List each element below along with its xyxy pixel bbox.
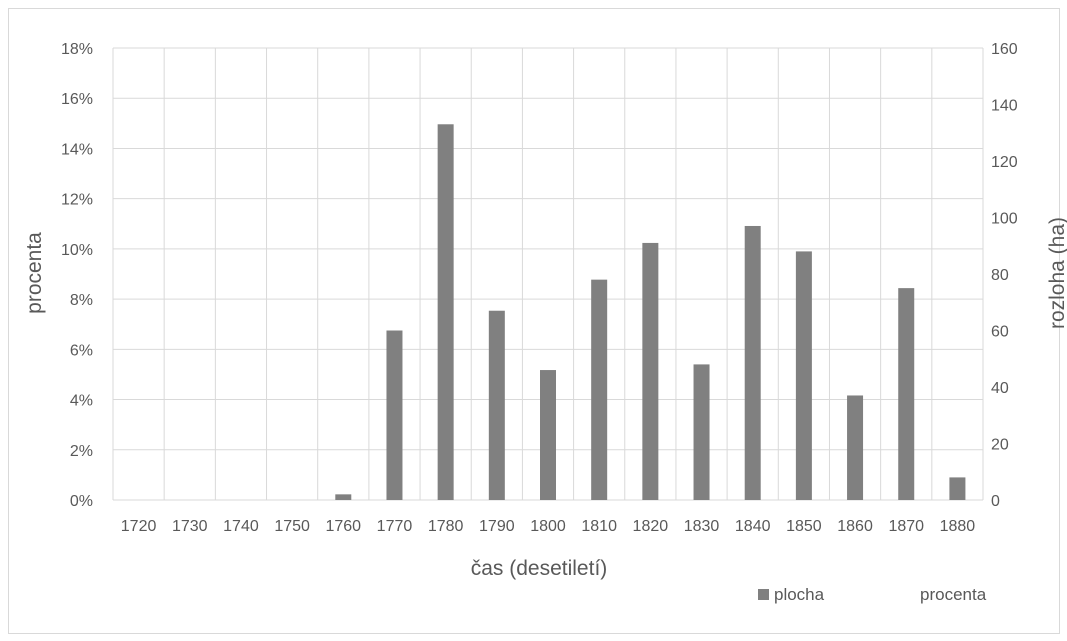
right-axis-ticks: 0 20 40 60 80 100 120 140 160 (991, 41, 1018, 510)
right-tick-label: 60 (991, 324, 1009, 341)
right-tick-label: 0 (991, 493, 1000, 510)
legend-swatch-plocha (758, 589, 769, 600)
right-tick-label: 120 (991, 154, 1018, 171)
left-tick-label: 12% (61, 192, 93, 209)
bar-1820 (642, 242, 659, 501)
left-tick-label: 14% (61, 141, 93, 158)
legend: plocha procenta (758, 585, 987, 604)
grid-lines (112, 47, 984, 501)
right-tick-label: 100 (991, 211, 1018, 228)
bar-1840 (744, 225, 761, 500)
left-tick-label: 10% (61, 242, 93, 259)
x-tick-label: 1820 (633, 518, 669, 535)
x-tick-label: 1870 (888, 518, 924, 535)
x-tick-label: 1810 (581, 518, 617, 535)
bar-1770 (386, 330, 403, 500)
left-tick-label: 0% (70, 493, 93, 510)
x-tick-label: 1800 (530, 518, 566, 535)
bar-1810 (591, 279, 608, 500)
x-tick-label: 1740 (223, 518, 259, 535)
left-tick-label: 18% (61, 41, 93, 58)
bars (335, 124, 966, 501)
bar-1860 (847, 395, 864, 500)
right-tick-label: 40 (991, 380, 1009, 397)
right-tick-label: 140 (991, 98, 1018, 115)
legend-label-plocha: plocha (774, 585, 825, 604)
right-tick-label: 160 (991, 41, 1018, 58)
x-tick-label: 1840 (735, 518, 771, 535)
x-tick-label: 1720 (121, 518, 157, 535)
bar-1850 (795, 251, 812, 500)
left-tick-label: 16% (61, 91, 93, 108)
x-tick-label: 1860 (837, 518, 873, 535)
legend-label-procenta: procenta (920, 585, 987, 604)
x-axis-ticks: 1720 1730 1740 1750 1760 1770 1780 1790 1800 1810… (121, 518, 976, 535)
right-tick-label: 20 (991, 437, 1009, 454)
chart-frame (8, 8, 1060, 634)
x-tick-label: 1880 (940, 518, 976, 535)
left-axis-title: procenta (23, 232, 46, 314)
bar-1780 (437, 124, 454, 501)
bar-1790 (488, 310, 505, 500)
bar-1830 (693, 364, 710, 500)
x-tick-label: 1770 (377, 518, 413, 535)
bar-1760 (335, 494, 352, 500)
left-axis-ticks: 0% 2% 4% 6% 8% 10% 12% 14% 16% 18% (61, 41, 93, 510)
x-tick-label: 1760 (325, 518, 361, 535)
x-tick-label: 1750 (274, 518, 310, 535)
left-tick-label: 8% (70, 292, 93, 309)
x-tick-label: 1730 (172, 518, 208, 535)
bar-1880 (949, 477, 966, 500)
left-tick-label: 6% (70, 342, 93, 359)
left-tick-label: 2% (70, 443, 93, 460)
left-tick-label: 4% (70, 393, 93, 410)
right-axis-title: rozloha (ha) (1046, 217, 1067, 329)
x-tick-label: 1830 (684, 518, 720, 535)
x-tick-label: 1850 (786, 518, 822, 535)
right-tick-label: 80 (991, 267, 1009, 284)
bar-1800 (540, 370, 556, 500)
x-tick-label: 1790 (479, 518, 515, 535)
bar-1870 (898, 288, 915, 500)
x-tick-label: 1780 (428, 518, 464, 535)
x-axis-title: čas (desetiletí) (471, 557, 608, 580)
